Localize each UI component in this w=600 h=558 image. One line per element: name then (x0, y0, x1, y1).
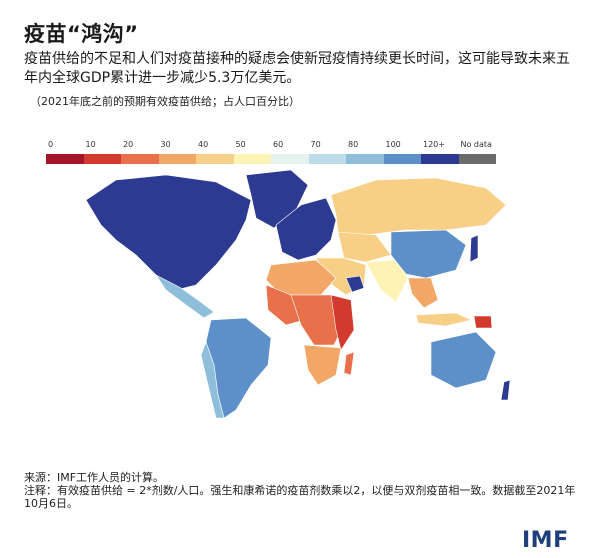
chart-footer: 来源：IMF工作人员的计算。 注释：有效疫苗供给 = 2*剂数/人口。强生和康希… (24, 471, 580, 510)
region-north-america (85, 174, 252, 291)
legend-label: 40 (198, 140, 209, 149)
legend-swatch (83, 154, 121, 164)
region-west-africa (265, 284, 305, 326)
legend-label: 60 (273, 140, 284, 149)
legend-label: 120+ (423, 140, 445, 149)
legend-color-bar (46, 154, 526, 164)
legend-swatch (271, 154, 309, 164)
legend-label: No data (460, 140, 492, 149)
footnote-text: 注释：有效疫苗供给 = 2*剂数/人口。强生和康希诺的疫苗剂数乘以2，以便与双剂… (24, 484, 576, 510)
legend-labels: 0 10 20 30 40 50 60 70 80 100 120+ No data (46, 140, 526, 152)
region-southeast-asia (407, 277, 439, 309)
legend-label: 0 (48, 140, 54, 149)
legend-swatch (383, 154, 421, 164)
legend-swatch (458, 154, 496, 164)
legend-label: 10 (85, 140, 96, 149)
legend-label: 20 (123, 140, 134, 149)
region-china (390, 229, 467, 279)
region-south-america-west (200, 341, 225, 419)
chart-note: （2021年底之前的预期有效疫苗供给；占人口百分比） (30, 95, 300, 108)
legend-swatch (46, 154, 84, 164)
region-papua-new-guinea (473, 315, 493, 329)
region-central-america (155, 274, 215, 319)
region-russia (330, 177, 507, 236)
region-indonesia (415, 312, 472, 327)
legend-swatch (346, 154, 384, 164)
legend-label: 30 (160, 140, 171, 149)
region-new-zealand (500, 379, 511, 401)
region-australia (430, 331, 497, 389)
legend-swatch (158, 154, 196, 164)
legend-swatch (421, 154, 459, 164)
world-map (85, 170, 511, 419)
region-gulf (345, 275, 365, 293)
imf-logo: IMF (522, 528, 569, 553)
color-legend: 0 10 20 30 40 50 60 70 80 100 120+ No data (46, 140, 526, 164)
legend-label: 70 (310, 140, 321, 149)
region-japan (469, 234, 479, 263)
region-central-asia (337, 231, 392, 263)
region-southern-africa (303, 344, 342, 386)
legend-swatch (233, 154, 271, 164)
chart-title: 疫苗“鸿沟” (24, 22, 139, 46)
source-text: 来源：IMF工作人员的计算。 (24, 471, 165, 484)
chart-subtitle: 疫苗供给的不足和人们对疫苗接种的疑虑会使新冠疫情持续更长时间，这可能导致未来五年… (24, 51, 570, 86)
legend-swatch (308, 154, 346, 164)
region-madagascar (343, 351, 355, 376)
region-europe (275, 197, 337, 261)
legend-label: 80 (348, 140, 359, 149)
legend-swatch (121, 154, 159, 164)
legend-label: 100 (385, 140, 401, 149)
legend-label: 50 (235, 140, 246, 149)
region-india (365, 259, 409, 303)
region-east-africa (330, 294, 355, 351)
legend-swatch (196, 154, 234, 164)
